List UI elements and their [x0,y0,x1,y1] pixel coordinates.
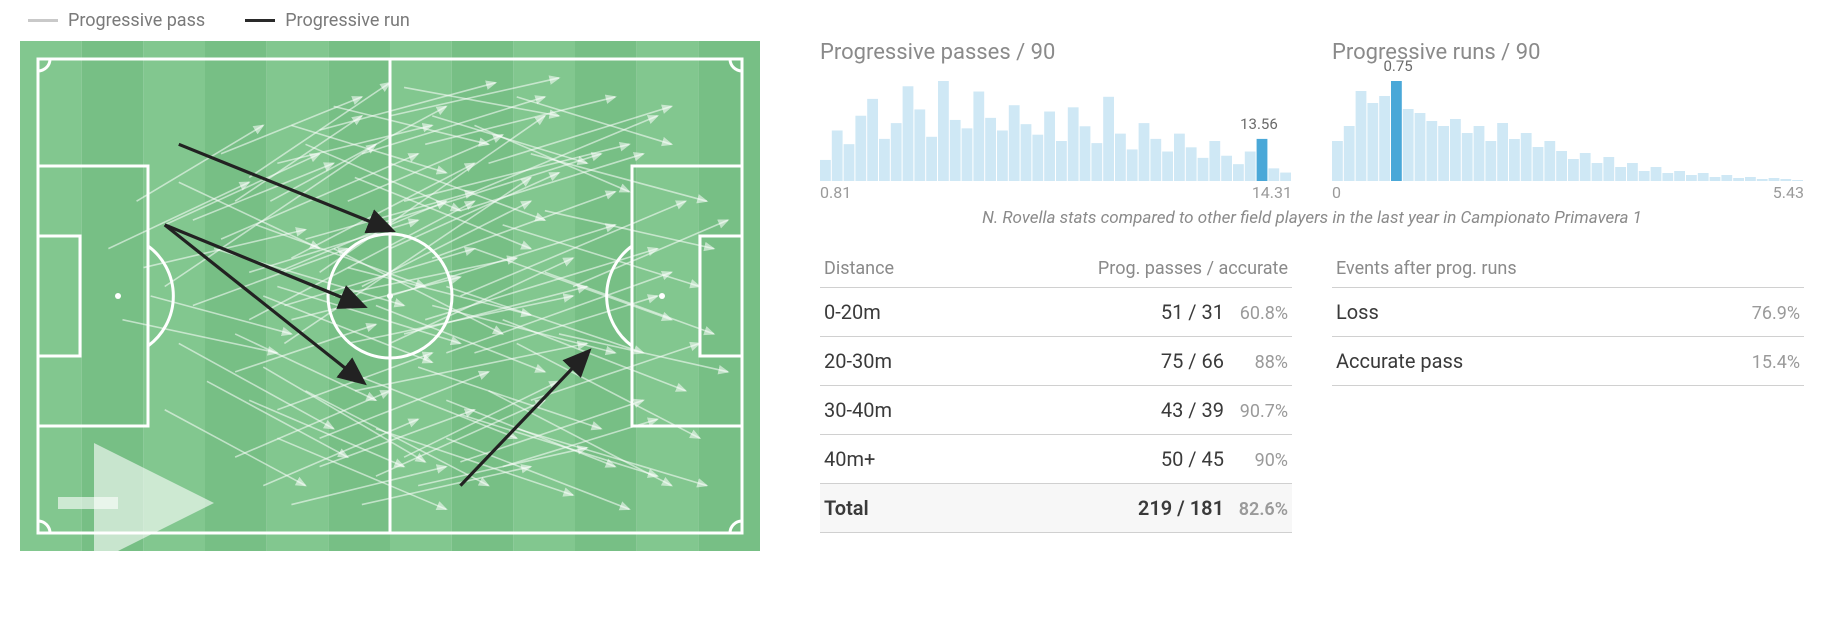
table-row: Loss76.9% [1332,288,1804,337]
table-row: 40m+50 / 4590% [820,435,1292,484]
hist-axis-max-passes: 14.31 [1252,183,1292,202]
pitch-map [20,41,760,551]
th-accurate: Prog. passes / accurate [1098,258,1288,279]
legend-swatch-run [245,19,275,22]
legend-label-pass: Progressive pass [68,10,205,31]
table-row: 30-40m43 / 3990.7% [820,386,1292,435]
th-events: Events after prog. runs [1336,258,1800,279]
legend-swatch-pass [28,19,58,22]
hist-axis-min-runs: 0 [1332,183,1341,202]
table-row: 20-30m75 / 6688% [820,337,1292,386]
comparison-caption: N. Rovella stats compared to other field… [820,208,1804,228]
table-runs: Events after prog. runs Loss76.9%Accurat… [1332,250,1804,533]
legend-item-run: Progressive run [245,10,410,31]
histogram-runs: Progressive runs / 90 0.75 0 5.43 [1332,40,1804,202]
histogram-passes: Progressive passes / 90 13.56 0.81 14.31 [820,40,1292,202]
hist-axis-max-runs: 5.43 [1773,183,1804,202]
table-row-total: Total 219 / 18182.6% [820,484,1292,533]
legend: Progressive pass Progressive run [20,10,760,31]
table-row: Accurate pass15.4% [1332,337,1804,386]
legend-label-run: Progressive run [285,10,410,31]
table-passes: Distance Prog. passes / accurate 0-20m51… [820,250,1292,533]
hist-callout-passes: 13.56 [1240,115,1278,133]
th-distance: Distance [824,258,1098,279]
hist-callout-runs: 0.75 [1383,57,1412,75]
hist-axis-min-passes: 0.81 [820,183,851,202]
table-row: 0-20m51 / 3160.8% [820,288,1292,337]
hist-title-passes: Progressive passes / 90 [820,40,1292,65]
legend-item-pass: Progressive pass [28,10,205,31]
